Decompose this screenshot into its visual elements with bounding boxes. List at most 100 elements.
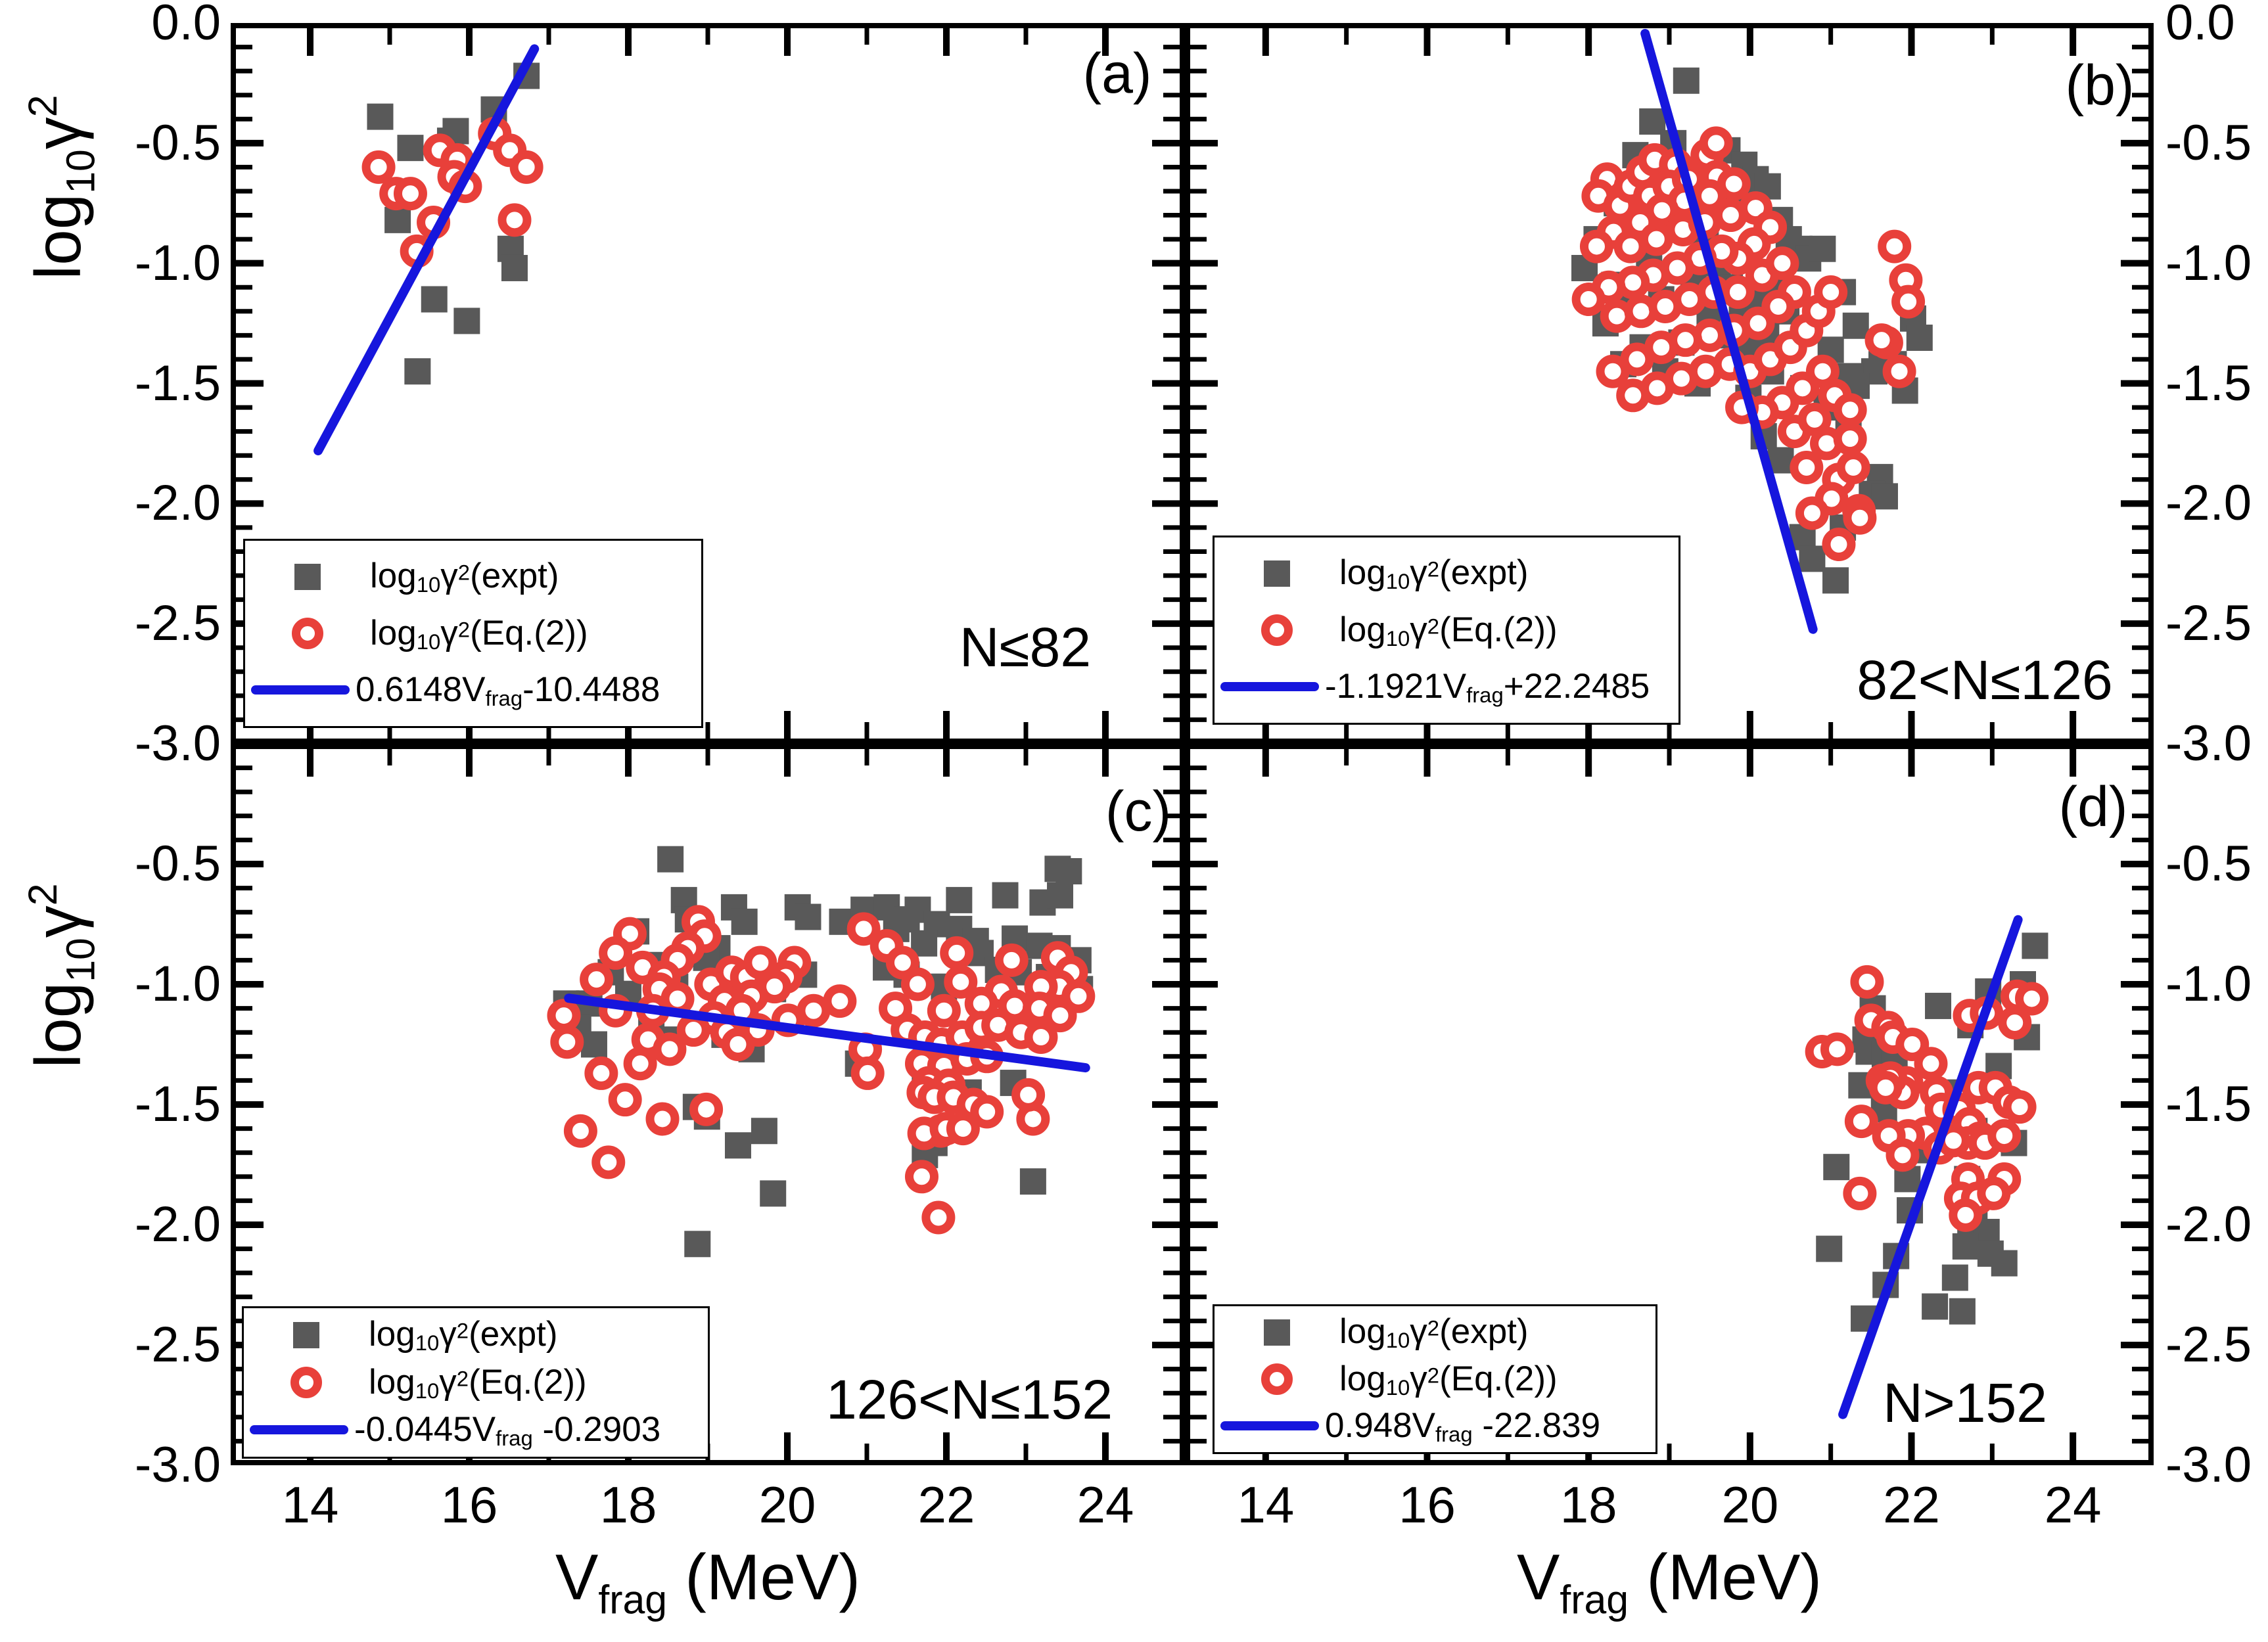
y-tick-label: -1.0 (135, 956, 221, 1012)
legend-panel-c: log10γ2(expt) log10γ2(Eq.(2)) -0.0445Vfrag… (242, 1306, 710, 1459)
legend-row: -1.1921Vfrag+22.2485 (1215, 666, 1678, 708)
legend-label-expt: log10γ2(expt) (1339, 553, 1529, 594)
legend-circle-marker (290, 1366, 322, 1398)
eq2-point-circle (1833, 393, 1867, 427)
legend-marker-cell (245, 617, 370, 649)
x-tick-label: 18 (599, 1476, 657, 1534)
y-tick-label: -2.0 (135, 1197, 221, 1252)
legend-label-eq2: log10γ2(Eq.(2)) (1339, 610, 1558, 650)
legend-row: log10γ2(expt) (244, 1314, 708, 1356)
eq2-point-circle (1895, 1028, 1930, 1061)
y-tick-label-right: 0.0 (2165, 0, 2235, 51)
legend-square-marker (294, 563, 321, 590)
eq2-point-circle (1836, 450, 1870, 484)
y-tick-label: -2.0 (135, 475, 221, 532)
eq2-point-circle (550, 1025, 584, 1059)
eq2-point-circle (721, 1028, 755, 1061)
y-tick-label: -3.0 (135, 1437, 221, 1493)
expt-point-square (453, 308, 480, 334)
eq2-point-circle (1882, 354, 1916, 388)
expt-point-square (2022, 932, 2048, 959)
expt-point-square (501, 254, 528, 281)
legend-marker-cell (244, 1425, 354, 1435)
legend-marker-cell (245, 685, 356, 695)
eq2-point-circle (645, 1102, 680, 1136)
eq2-point-circle (2015, 982, 2049, 1016)
eq2-point-circle (623, 1047, 657, 1081)
eq2-point-circle (361, 150, 396, 184)
panel-label-a: (a) (1082, 42, 1152, 105)
annotation-a: N≤82 (959, 616, 1092, 678)
expt-point-square (1044, 855, 1071, 882)
eq2-point-circle (1024, 1020, 1058, 1055)
legend-label-fit-equation: -0.0445Vfrag -0.2903 (354, 1409, 661, 1450)
eq2-point-circle (580, 963, 614, 997)
eq2-point-circle (393, 177, 427, 211)
x-axis-title-left: Vfrag (MeV) (555, 1541, 861, 1622)
y-tick-label-right: -2.0 (2165, 1197, 2252, 1252)
y-tick-label-right: -0.5 (2165, 114, 2252, 171)
expt-point-square (731, 908, 758, 935)
y-tick-label: -1.5 (135, 355, 221, 411)
legend-row: log10γ2(Eq.(2)) (1215, 1359, 1655, 1400)
eq2-point-circle (608, 1083, 642, 1117)
legend-marker-cell (1215, 560, 1339, 587)
eq2-point-circle (1891, 285, 1926, 319)
legend-label-expt: log10γ2(expt) (369, 1315, 558, 1356)
panel-d-plot (1185, 744, 2154, 1465)
y-tick-label: -2.5 (135, 1317, 221, 1373)
eq2-point-circle (1820, 1032, 1854, 1066)
eq2-point-circle (1843, 1176, 1877, 1210)
eq2-point-circle (1949, 1198, 1983, 1232)
eq2-point-circle (1699, 126, 1733, 160)
legend-line-marker (1220, 682, 1319, 692)
expt-point-square (992, 882, 1019, 909)
eq2-point-circle (1579, 229, 1613, 263)
legend-marker-cell (1215, 1319, 1339, 1346)
expt-point-square (421, 286, 448, 313)
legend-square-marker (293, 1321, 319, 1348)
eq2-point-circle (1761, 289, 1795, 323)
y-tick-label: -2.5 (135, 595, 221, 652)
eq2-point-circle (1864, 323, 1899, 357)
legend-row: log10γ2(Eq.(2)) (245, 613, 701, 654)
expt-point-square (397, 135, 424, 162)
legend-label-fit-equation: 0.6148Vfrag-10.4488 (356, 670, 660, 710)
eq2-point-circle (1061, 979, 1096, 1013)
fit-line (564, 993, 1090, 1073)
eq2-point-circle (885, 946, 919, 980)
expt-point-square (580, 1031, 607, 1058)
legend-marker-cell (1215, 1363, 1339, 1395)
eq2-point-circle (1644, 331, 1678, 365)
x-tick-label: 18 (1560, 1476, 1617, 1534)
eq2-point-circle (944, 965, 978, 999)
eq2-point-circle (509, 150, 544, 184)
eq2-point-circle (970, 1095, 1004, 1129)
expt-point-square (1047, 882, 1074, 909)
legend-label-expt: log10γ2(expt) (1339, 1312, 1529, 1353)
y-tick-label-right: -1.0 (2165, 235, 2252, 291)
eq2-point-circle (584, 1056, 618, 1090)
eq2-point-circle (994, 943, 1029, 977)
eq2-point-circle (1571, 283, 1606, 317)
expt-point-square (1842, 312, 1869, 339)
y-axis-title-top-row: log10γ2 (20, 95, 103, 280)
eq2-point-circle (1795, 496, 1829, 530)
eq2-point-circle (1639, 222, 1673, 256)
expt-point-square (1922, 1293, 1949, 1320)
y-tick-label: 0.0 (151, 0, 221, 51)
panel-border (231, 744, 1185, 1465)
panel-border (231, 23, 1185, 744)
eq2-point-circle (599, 936, 633, 970)
eq2-point-circle (1717, 167, 1751, 201)
legend-panel-a: log10γ2(expt) log10γ2(Eq.(2)) 0.6148Vfrag-… (243, 539, 703, 728)
legend-marker-cell (1215, 614, 1339, 646)
expt-point-square (1823, 1154, 1850, 1181)
annotation-c: 126<N≤152 (825, 1369, 1113, 1430)
legend-circle-marker (292, 617, 323, 649)
legend-row: 0.6148Vfrag-10.4488 (245, 670, 701, 711)
eq2-point-circle (1822, 527, 1856, 561)
legend-label-eq2: log10γ2(Eq.(2)) (1339, 1359, 1558, 1400)
x-tick-label: 14 (1237, 1476, 1295, 1534)
expt-point-square (795, 903, 822, 930)
